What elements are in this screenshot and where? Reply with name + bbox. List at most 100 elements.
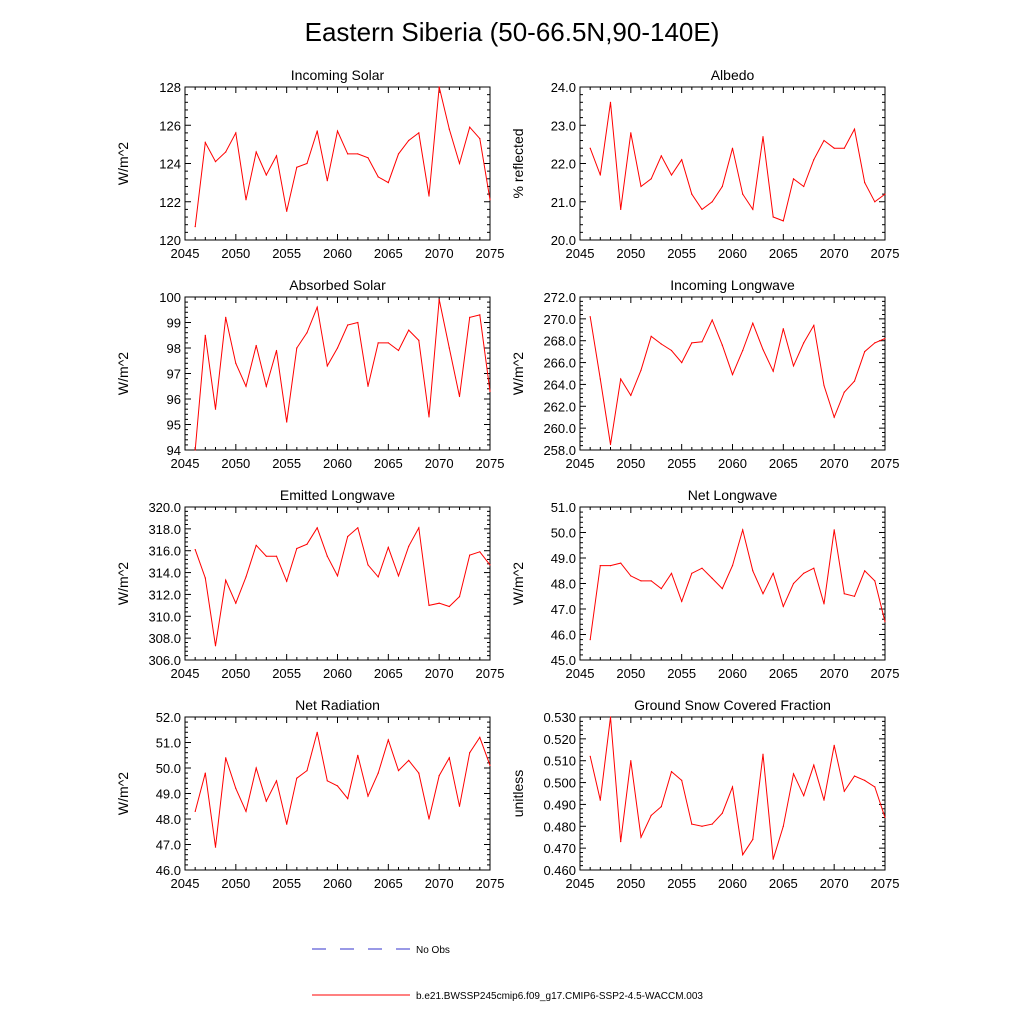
y-tick-label: 46.0 (551, 628, 576, 643)
y-tick-label: 99 (167, 316, 181, 331)
data-point (752, 838, 754, 841)
y-tick-label: 306.0 (148, 653, 181, 668)
x-tick-label: 2060 (323, 246, 352, 261)
data-point (772, 858, 774, 860)
y-tick-label: 49.0 (551, 551, 576, 566)
x-tick-label: 2055 (272, 876, 301, 891)
data-point (721, 344, 723, 346)
data-point (711, 319, 713, 321)
data-point (458, 162, 461, 165)
panel-title: Emitted Longwave (280, 487, 395, 503)
data-point (813, 324, 815, 326)
x-tick-label: 2045 (566, 876, 595, 891)
data-point (235, 602, 237, 604)
x-tick-label: 2060 (323, 876, 352, 891)
y-tick-label: 320.0 (148, 500, 181, 515)
data-point (336, 575, 339, 577)
data-point (701, 208, 703, 210)
panels: Incoming Solar W/m^2 2045 2050 2055 2060 2065 2… (115, 67, 899, 891)
data-point (347, 324, 349, 326)
data-point (387, 182, 389, 184)
panel-7: Net Radiation W/m^2 2045 2050 2055 2060 2065 20… (115, 697, 504, 891)
y-tick-label: 94 (167, 443, 181, 458)
y-tick-label: 122 (159, 195, 181, 210)
data-point (225, 757, 227, 759)
x-tick-label: 2050 (616, 876, 645, 891)
data-point (691, 342, 693, 344)
data-point (609, 565, 612, 567)
x-tick-label: 2060 (323, 666, 352, 681)
data-point (418, 132, 420, 134)
data-point (357, 153, 359, 155)
x-tick-label: 2045 (171, 246, 200, 261)
x-tick-label: 2045 (566, 456, 595, 471)
data-point (326, 365, 328, 367)
data-point (823, 384, 825, 387)
data-point (275, 555, 278, 557)
data-point (428, 818, 430, 820)
data-point (792, 178, 795, 180)
data-point (275, 780, 278, 782)
data-point (326, 180, 328, 182)
x-tick-label: 2065 (769, 246, 798, 261)
data-point (316, 130, 318, 132)
y-tick-label: 258.0 (543, 443, 576, 458)
y-tick-label: 0.470 (543, 841, 576, 856)
data-point (762, 348, 764, 351)
x-tick-label: 2070 (820, 876, 849, 891)
x-tick-label: 2055 (272, 456, 301, 471)
y-tick-label: 51.0 (156, 736, 181, 751)
data-point (884, 621, 886, 623)
y-tick-label: 262.0 (543, 399, 576, 414)
x-tick-label: 2070 (820, 246, 849, 261)
data-point (316, 527, 318, 529)
data-point (630, 132, 632, 134)
x-tick-label: 2055 (667, 456, 696, 471)
data-point (853, 595, 856, 597)
x-tick-label: 2060 (718, 456, 747, 471)
data-point (448, 757, 450, 759)
data-point (367, 795, 369, 797)
data-point (214, 161, 217, 163)
y-tick-label: 95 (167, 418, 181, 433)
data-point (265, 385, 267, 387)
plot-frame (579, 506, 886, 661)
data-point (438, 602, 440, 604)
panel-8: Ground Snow Covered Fraction unitless 2045… (510, 697, 899, 891)
data-point (408, 139, 410, 142)
data-point (347, 153, 349, 155)
data-point (448, 347, 450, 349)
data-point (803, 795, 805, 797)
x-tick-label: 2070 (425, 666, 454, 681)
data-point (469, 126, 471, 128)
plot-frame (184, 716, 491, 871)
data-point (377, 772, 379, 774)
data-point (347, 535, 349, 538)
data-point (731, 374, 734, 376)
legend-model-label: b.e21.BWSSP245cmip6.f09_g17.CMIP6-SSP2-4… (416, 991, 703, 1002)
x-tick-label: 2065 (769, 666, 798, 681)
data-point (823, 799, 825, 801)
data-point (286, 210, 288, 212)
data-point (843, 391, 845, 393)
data-point (874, 580, 876, 582)
data-point (479, 736, 481, 739)
data-point (306, 332, 308, 334)
data-point (620, 378, 622, 380)
y-tick-label: 266.0 (543, 356, 576, 371)
y-tick-label: 314.0 (148, 566, 181, 581)
data-point (731, 147, 734, 149)
data-point (245, 385, 247, 387)
x-tick-label: 2050 (616, 456, 645, 471)
data-point (792, 365, 795, 367)
data-point (711, 823, 713, 825)
panel-title: Albedo (711, 67, 755, 83)
data-point (792, 773, 795, 775)
panel-3: Absorbed Solar W/m^2 2045 2050 2055 2060 2065 2… (115, 277, 504, 471)
data-point (731, 565, 734, 567)
data-point (489, 199, 491, 201)
data-point (418, 527, 420, 529)
data-point (670, 349, 673, 352)
data-point (670, 572, 673, 574)
x-tick-label: 2075 (476, 456, 505, 471)
